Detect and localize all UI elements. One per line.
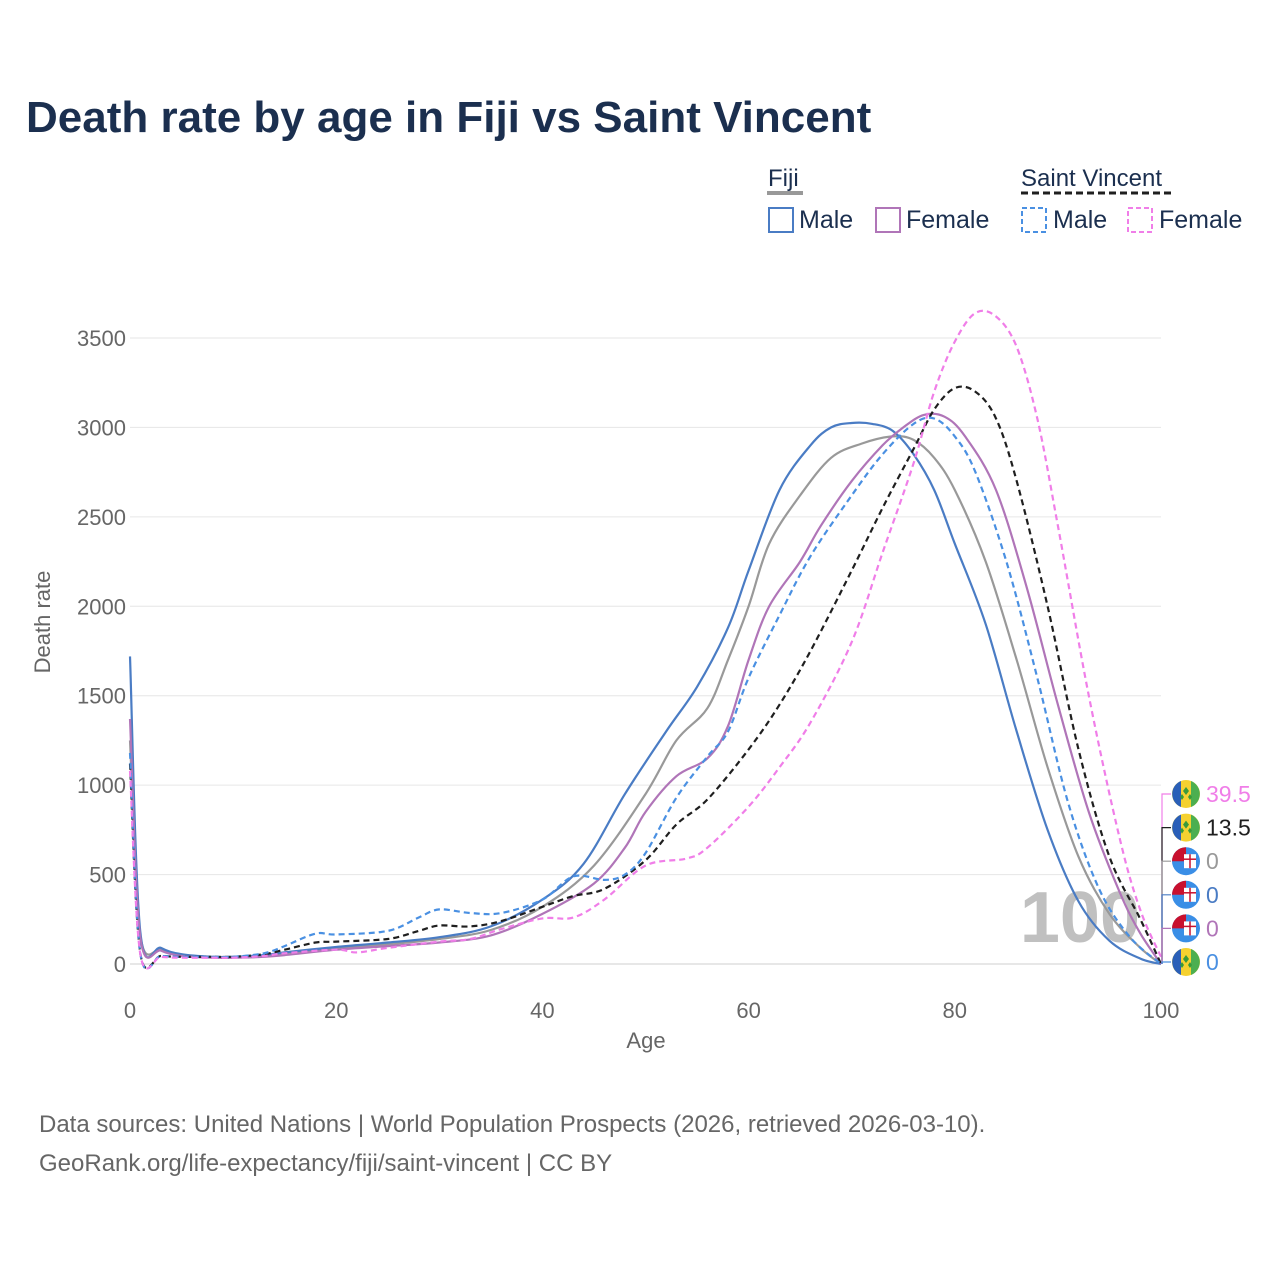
series-line-fiji-total — [128, 435, 1162, 965]
y-tick-label: 3000 — [77, 415, 126, 440]
sv-flag-blue — [1172, 814, 1181, 841]
legend-fiji-female-box — [875, 207, 901, 233]
y-tick-label: 1000 — [77, 773, 126, 798]
sv-flag-green — [1191, 781, 1200, 807]
sv-flag-green — [1191, 949, 1200, 975]
x-axis-ticks: 0 20 40 60 80 100 — [124, 998, 1179, 1023]
series — [128, 309, 1163, 970]
legend-fiji-title: Fiji — [768, 165, 799, 192]
legend-fiji-female-label: Female — [906, 206, 989, 234]
series-line-fiji-male — [128, 421, 1162, 966]
y-tick-label: 0 — [114, 952, 126, 977]
grid — [130, 337, 1161, 965]
fiji-flag-canton — [1172, 847, 1186, 862]
y-tick-label: 1500 — [77, 684, 126, 709]
end-value-label: 0 — [1206, 848, 1219, 874]
y-tick-label: 500 — [89, 863, 126, 888]
series-line-saint-vincent-female — [128, 309, 1163, 970]
x-tick-label: 20 — [324, 998, 348, 1023]
legend-sv-female-box — [1127, 207, 1153, 233]
fiji-flag-canton — [1172, 880, 1186, 895]
chart-title: Death rate by age in Fiji vs Saint Vince… — [26, 93, 872, 142]
sv-flag-diamonds — [1180, 955, 1192, 968]
y-tick-label: 2500 — [77, 505, 126, 530]
x-tick-label: 60 — [736, 998, 760, 1023]
y-tick-label: 2000 — [77, 594, 126, 619]
x-tick-label: 80 — [943, 998, 967, 1023]
legend-item-fiji-male[interactable]: Male — [768, 206, 853, 234]
legend-sv-title: Saint Vincent — [1021, 165, 1162, 192]
legend-sv-female-label: Female — [1159, 206, 1242, 234]
legend-item-fiji-female[interactable]: Female — [875, 206, 989, 234]
end-label-connector — [1161, 793, 1171, 964]
legend-sv-male-box — [1021, 207, 1047, 233]
end-value-label: 0 — [1206, 915, 1219, 941]
end-label-connector — [1161, 894, 1171, 964]
sv-flag-blue — [1172, 949, 1181, 975]
fiji-flag-icon — [1172, 914, 1200, 943]
fiji-flag-icon — [1172, 847, 1200, 876]
y-tick-label: 3500 — [77, 326, 126, 351]
end-value-label: 0 — [1206, 882, 1219, 908]
source-note: Data sources: United Nations | World Pop… — [39, 1111, 985, 1138]
saint-vincent-flag-icon — [1172, 948, 1200, 976]
end-label-connector — [1161, 927, 1171, 964]
end-value-label: 0 — [1206, 949, 1219, 975]
legend-item-sv-male[interactable]: Male — [1021, 206, 1107, 234]
series-line-fiji-female — [128, 412, 1162, 965]
series-line-saint-vincent-male — [128, 416, 1162, 970]
x-tick-label: 40 — [530, 998, 554, 1023]
end-label-connector — [1161, 860, 1171, 964]
x-tick-label: 0 — [124, 998, 136, 1023]
legend-fiji-male-label: Male — [799, 206, 853, 234]
end-labels: 39.5 13.5 0 0 0 0 — [1161, 780, 1251, 976]
series-line-saint-vincent-total — [128, 385, 1163, 970]
fiji-flag-canton — [1172, 914, 1186, 929]
sv-flag-blue — [1172, 781, 1181, 807]
legend-item-sv-female[interactable]: Female — [1127, 206, 1242, 234]
legend-sv-male-label: Male — [1053, 206, 1107, 234]
end-value-label: 13.5 — [1206, 815, 1251, 841]
saint-vincent-flag-icon — [1172, 813, 1200, 842]
end-label-connector — [1161, 827, 1171, 964]
saint-vincent-flag-icon — [1172, 780, 1200, 808]
x-tick-label: 100 — [1143, 998, 1180, 1023]
sv-flag-green — [1191, 814, 1200, 841]
sv-flag-diamonds — [1180, 820, 1192, 834]
end-value-label: 39.5 — [1206, 781, 1251, 807]
source-url: GeoRank.org/life-expectancy/fiji/saint-v… — [39, 1150, 612, 1177]
year-watermark: 100 — [1020, 878, 1140, 958]
legend-fiji-male-box — [768, 207, 794, 233]
sv-flag-diamonds — [1180, 787, 1192, 800]
fiji-flag-icon — [1172, 880, 1200, 909]
y-axis-title: Death rate — [30, 571, 55, 674]
legend: Fiji Saint Vincent Male Female Male Fema… — [767, 165, 1242, 234]
y-axis-ticks: 0 500 1000 1500 2000 2500 3000 3500 — [77, 326, 126, 977]
x-axis-title: Age — [626, 1028, 665, 1053]
end-label-connector — [1161, 961, 1171, 964]
